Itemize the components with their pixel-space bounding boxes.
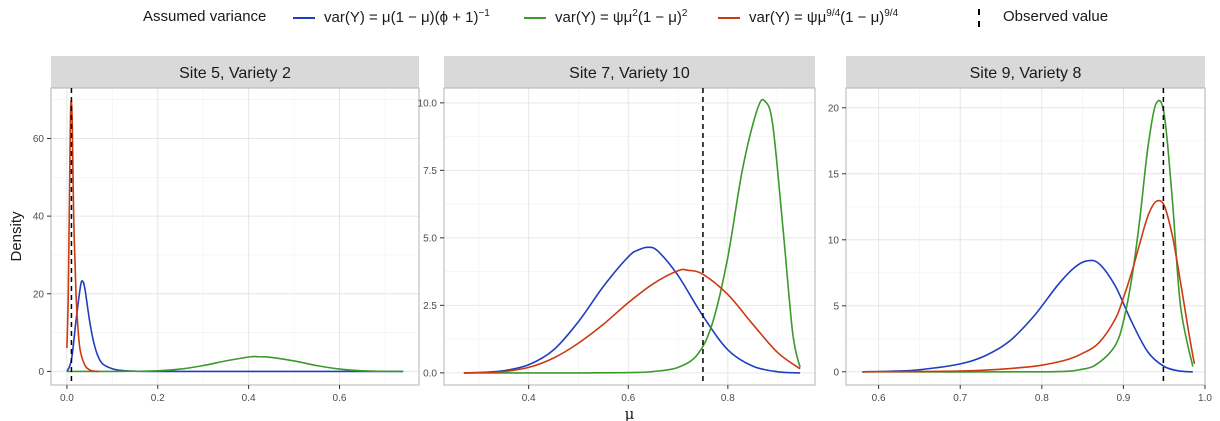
- x-tick-label: 0.2: [151, 393, 165, 404]
- series-line-3: [862, 199, 1196, 373]
- legend-observed-label: Observed value: [1003, 8, 1109, 25]
- legend-title: Assumed variance: [143, 8, 267, 25]
- series-line-1: [66, 279, 404, 373]
- legend: Assumed variance var(Y) = μ(1 − μ)(ϕ + 1…: [0, 0, 1220, 40]
- panel-border: [845, 87, 1206, 386]
- y-tick-label: 2.5: [423, 301, 437, 312]
- x-tick-label: 0.6: [333, 393, 347, 404]
- legend-entry-3-sup-b: 9/4: [884, 8, 899, 19]
- y-tick-label: 7.5: [423, 166, 437, 177]
- x-tick-label: 0.8: [721, 393, 735, 404]
- panel-strip: [846, 56, 1205, 88]
- x-tick-label: 0.8: [1035, 393, 1049, 404]
- legend-entry-2-sup-a: 2: [632, 8, 638, 19]
- x-tick-label: 0.6: [872, 393, 886, 404]
- panel-title: Site 7, Variety 10: [569, 65, 690, 82]
- legend-swatch-red: [718, 17, 740, 19]
- panel-border: [443, 87, 816, 386]
- panel-border: [50, 87, 420, 386]
- legend-swatch-green: [524, 17, 546, 19]
- series-line-2: [862, 99, 1194, 373]
- x-tick-label: 0.0: [60, 393, 74, 404]
- legend-observed-swatch: [978, 9, 980, 27]
- y-tick-label: 0: [833, 367, 839, 378]
- y-axis-label: Density: [8, 211, 25, 262]
- x-tick-label: 0.9: [1116, 393, 1130, 404]
- panel-strip: [51, 56, 419, 88]
- y-tick-label: 15: [828, 169, 840, 180]
- legend-entry-3-sup-a: 9/4: [826, 8, 841, 19]
- y-tick-label: 40: [33, 212, 45, 223]
- panel-3: Site 9, Variety 8 0.6 0.7 0.8 0.9 1.0 0 5 10 15 20: [828, 56, 1212, 404]
- legend-entry-1-sup: −1: [478, 8, 490, 19]
- legend-swatch-blue: [293, 17, 315, 19]
- y-tick-label: 0.0: [423, 368, 437, 379]
- x-tick-label: 0.6: [621, 393, 635, 404]
- x-axis-label: μ: [625, 405, 635, 421]
- panel-title: Site 9, Variety 8: [970, 65, 1082, 82]
- legend-entry-2-label-a: var(Y) = ψμ: [555, 9, 633, 26]
- x-tick-label: 0.4: [242, 393, 256, 404]
- x-tick-label: 1.0: [1198, 393, 1212, 404]
- panel-strip: [444, 56, 815, 88]
- y-tick-label: 0: [38, 367, 44, 378]
- legend-entry-3-label-b: (1 − μ): [840, 9, 885, 26]
- y-tick-label: 10: [828, 235, 840, 246]
- panel-2: Site 7, Variety 10 0.4 0.6 0.8 0.0 2.5 5.0 7.5 1…: [418, 56, 816, 421]
- y-tick-label: 5: [833, 301, 839, 312]
- series-line-2: [66, 355, 404, 373]
- y-tick-label: 20: [33, 289, 45, 300]
- legend-entry-1: var(Y) = μ(1 − μ)(ϕ + 1)−1: [324, 8, 490, 26]
- series-line-1: [862, 259, 1193, 373]
- legend-entry-3-label-a: var(Y) = ψμ: [749, 9, 827, 26]
- legend-entry-1-label: var(Y) = μ(1 − μ)(ϕ + 1): [324, 9, 479, 26]
- y-tick-label: 5.0: [423, 233, 437, 244]
- x-tick-label: 0.4: [522, 393, 536, 404]
- panel-title: Site 5, Variety 2: [179, 65, 291, 82]
- series-line-2: [463, 98, 801, 374]
- legend-entry-2: var(Y) = ψμ2(1 − μ)2: [555, 8, 687, 26]
- legend-entry-2-sup-b: 2: [681, 8, 688, 19]
- y-tick-label: 20: [828, 103, 840, 114]
- y-tick-label: 10.0: [418, 98, 438, 109]
- series-line-1: [463, 246, 801, 374]
- legend-entry-3: var(Y) = ψμ9/4(1 − μ)9/4: [749, 8, 898, 26]
- series-line-3: [463, 268, 801, 374]
- panel-1: Site 5, Variety 2 0.0 0.2 0.4 0.6 0 20 40 60 Dens…: [8, 56, 420, 404]
- x-tick-label: 0.7: [953, 393, 967, 404]
- legend-entry-2-label-b: (1 − μ): [637, 9, 682, 26]
- series-line-3: [66, 99, 99, 373]
- y-tick-label: 60: [33, 134, 45, 145]
